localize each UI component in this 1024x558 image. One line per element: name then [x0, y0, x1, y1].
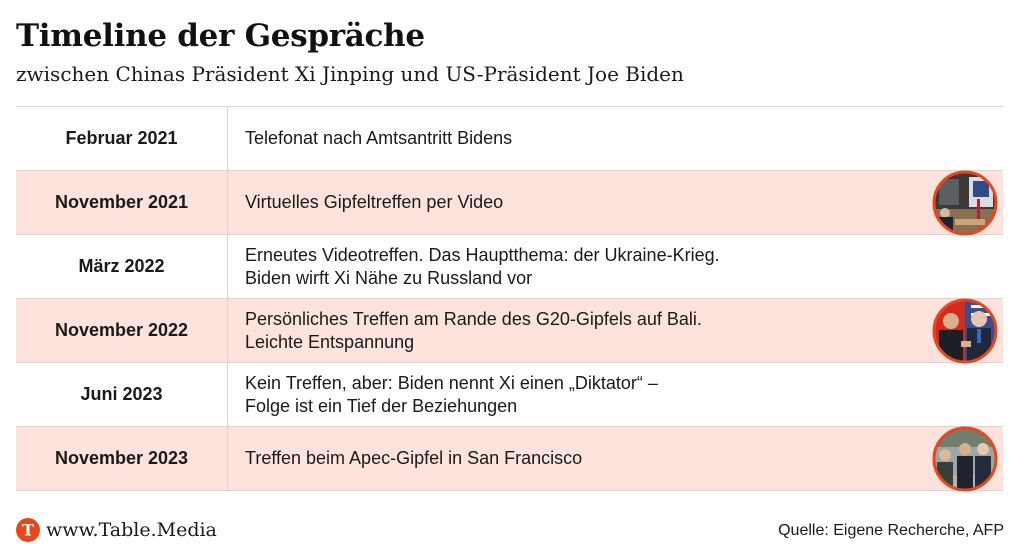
event-line: Kein Treffen, aber: Biden nennt Xi einen…	[245, 372, 658, 393]
row-event: Kein Treffen, aber: Biden nennt Xi einen…	[228, 372, 925, 418]
event-line: Folge ist ein Tief der Beziehungen	[245, 395, 518, 416]
table-row: November 2023 Treffen beim Apec-Gipfel i…	[16, 426, 1003, 491]
row-date: Juni 2023	[16, 363, 228, 426]
row-event: Virtuelles Gipfeltreffen per Video	[228, 191, 925, 214]
table-row: Juni 2023 Kein Treffen, aber: Biden nenn…	[16, 363, 1003, 427]
event-line: Leichte Entspannung	[245, 331, 415, 352]
row-event: Telefonat nach Amtsantritt Bidens	[228, 127, 925, 150]
event-line: Persönliches Treffen am Rande des G20-Gi…	[245, 308, 702, 329]
event-line: Erneutes Videotreffen. Das Hauptthema: d…	[245, 244, 720, 265]
handshake-photo	[932, 298, 998, 363]
timeline-table: Februar 2021 Telefonat nach Amtsantritt …	[16, 106, 1003, 491]
event-line: Treffen beim Apec-Gipfel in San Francisc…	[245, 448, 583, 468]
row-event: Treffen beim Apec-Gipfel in San Francisc…	[228, 447, 925, 470]
source-note: Quelle: Eigene Recherche, AFP	[778, 522, 1004, 539]
row-date: März 2022	[16, 235, 228, 298]
svg-text:T: T	[22, 521, 34, 540]
page-subtitle: zwischen Chinas Präsident Xi Jinping und…	[16, 62, 684, 86]
event-line: Biden wirft Xi Nähe zu Russland vor	[245, 267, 533, 288]
row-event: Persönliches Treffen am Rande des G20-Gi…	[228, 308, 925, 354]
row-date: November 2022	[16, 299, 228, 362]
row-date: November 2021	[16, 171, 228, 234]
apec-walk-photo	[932, 426, 998, 491]
video-meeting-photo	[932, 170, 998, 235]
row-date: November 2023	[16, 427, 228, 490]
event-line: Virtuelles Gipfeltreffen per Video	[245, 192, 504, 212]
brand-logo: T www.Table.Media	[16, 518, 217, 542]
page-title: Timeline der Gespräche	[16, 18, 425, 54]
event-line: Telefonat nach Amtsantritt Bidens	[245, 128, 513, 148]
table-row: November 2021 Virtuelles Gipfeltreffen p…	[16, 170, 1003, 235]
table-row: November 2022 Persönliches Treffen am Ra…	[16, 298, 1003, 363]
row-event: Erneutes Videotreffen. Das Hauptthema: d…	[228, 244, 925, 290]
table-row: März 2022 Erneutes Videotreffen. Das Hau…	[16, 235, 1003, 299]
table-row: Februar 2021 Telefonat nach Amtsantritt …	[16, 107, 1003, 171]
row-date: Februar 2021	[16, 107, 228, 170]
brand-url: www.Table.Media	[46, 519, 217, 541]
table-media-logo-icon: T	[16, 518, 40, 542]
